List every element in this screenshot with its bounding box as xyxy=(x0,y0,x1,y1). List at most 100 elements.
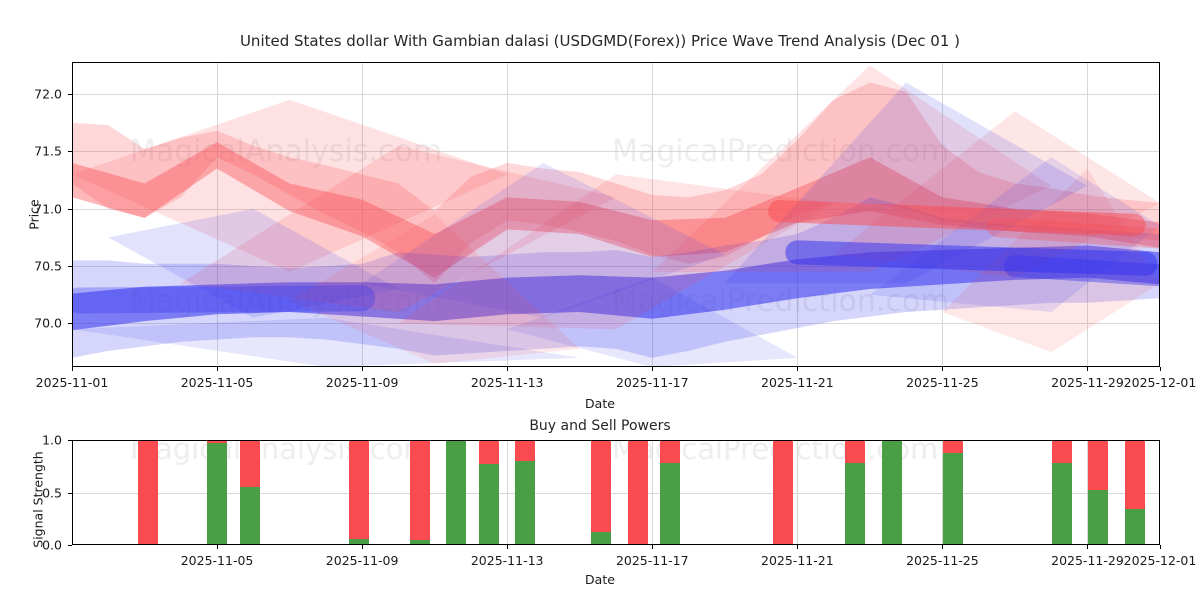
signal-gridline-v xyxy=(1087,440,1089,545)
buy-power-segment xyxy=(943,452,964,545)
signal-y-tick-label: 0.5 xyxy=(42,485,62,500)
price-y-tick-label: 70.0 xyxy=(34,315,62,331)
buy-power-segment xyxy=(591,532,612,545)
signal-bar[interactable] xyxy=(239,440,260,545)
wave-ribbon xyxy=(768,200,1146,236)
price-x-tick xyxy=(942,367,944,371)
price-y-tick-label: 71.5 xyxy=(34,143,62,159)
signal-bar[interactable] xyxy=(207,440,228,545)
signal-y-tick xyxy=(68,492,72,494)
signal-bar[interactable] xyxy=(410,440,431,545)
signal-y-tick xyxy=(68,440,72,441)
price-x-tick xyxy=(217,367,219,371)
sell-power-segment xyxy=(1088,440,1109,491)
signal-y-tick-label: 1.0 xyxy=(42,432,62,448)
sell-power-segment xyxy=(845,440,866,464)
signal-bar[interactable] xyxy=(1088,440,1109,545)
price-x-tick xyxy=(72,367,73,371)
price-x-tick-label: 2025-12-01 xyxy=(1123,375,1197,390)
signal-bar[interactable] xyxy=(845,440,866,545)
signal-chart-title: Buy and Sell Powers xyxy=(529,418,671,434)
sell-power-segment xyxy=(239,440,260,488)
price-x-tick xyxy=(1087,367,1089,371)
price-gridline-h xyxy=(72,94,1160,96)
buy-power-segment xyxy=(446,440,467,545)
signal-gridline-h xyxy=(72,492,1160,494)
price-x-tick xyxy=(362,367,364,371)
signal-x-tick-label: 2025-12-01 xyxy=(1123,553,1197,568)
price-y-tick xyxy=(68,323,72,325)
wave-wedge xyxy=(180,145,617,312)
price-x-tick-label: 2025-11-09 xyxy=(325,375,399,390)
price-y-tick-label: 71.0 xyxy=(34,201,62,217)
signal-x-tick-label: 2025-11-17 xyxy=(615,553,689,568)
price-y-tick-label: 72.0 xyxy=(34,86,62,102)
buy-power-segment xyxy=(1088,490,1109,545)
wave-wedge xyxy=(833,111,1160,278)
sell-power-segment xyxy=(627,440,648,545)
signal-bar[interactable] xyxy=(591,440,612,545)
price-x-tick-label: 2025-11-13 xyxy=(470,375,544,390)
sell-power-segment xyxy=(479,440,500,465)
buy-power-segment xyxy=(348,538,369,545)
signal-bar[interactable] xyxy=(943,440,964,545)
signal-bar[interactable] xyxy=(881,440,902,545)
price-x-tick xyxy=(797,367,799,371)
signal-bar[interactable] xyxy=(660,440,681,545)
price-wave-bands xyxy=(72,65,1160,367)
signal-x-tick-label: 2025-11-25 xyxy=(906,553,979,568)
signal-x-tick xyxy=(217,545,219,549)
signal-bars xyxy=(72,440,1160,545)
signal-x-tick xyxy=(1160,545,1161,549)
buy-power-segment xyxy=(410,539,431,545)
signal-x-tick xyxy=(652,545,654,549)
buy-sell-powers-chart: MagicalAnalysis.com MagicalPrediction.co… xyxy=(72,440,1160,545)
signal-bar[interactable] xyxy=(1052,440,1073,545)
signal-x-tick xyxy=(942,545,944,549)
signal-y-axis-label: Signal Strength xyxy=(30,451,46,548)
signal-x-tick xyxy=(362,545,364,549)
wave-wedge xyxy=(507,277,798,367)
signal-x-tick xyxy=(1087,545,1089,549)
wave-wedge xyxy=(398,174,834,330)
wave-wedge xyxy=(72,99,508,272)
signal-bar[interactable] xyxy=(138,440,159,545)
signal-x-axis-label: Date xyxy=(585,572,615,587)
sell-power-segment xyxy=(660,440,681,464)
price-x-tick-label: 2025-11-21 xyxy=(761,375,834,390)
signal-bar[interactable] xyxy=(772,440,793,545)
signal-plot-area: MagicalAnalysis.com MagicalPrediction.co… xyxy=(72,440,1160,545)
signal-gridline-v xyxy=(507,440,509,545)
wave-wedge xyxy=(72,317,580,367)
signal-bar[interactable] xyxy=(627,440,648,545)
signal-bar[interactable] xyxy=(348,440,369,545)
price-x-tick-label: 2025-11-29 xyxy=(1051,375,1124,390)
signal-bar[interactable] xyxy=(515,440,536,545)
buy-power-segment xyxy=(239,487,260,545)
signal-x-tick-label: 2025-11-09 xyxy=(325,553,399,568)
signal-gridline-v xyxy=(942,440,944,545)
price-y-tick-label: 70.5 xyxy=(34,258,62,274)
price-gridline-h xyxy=(72,323,1160,325)
price-x-tick-label: 2025-11-17 xyxy=(615,375,689,390)
signal-bar[interactable] xyxy=(1124,440,1145,545)
price-y-axis-label: Price xyxy=(26,199,42,230)
signal-x-tick-label: 2025-11-21 xyxy=(761,553,834,568)
signal-y-tick-label: 0.0 xyxy=(42,537,62,553)
price-wave-chart: MagicalAnalysis.com MagicalPrediction.co… xyxy=(72,62,1160,367)
wave-ribbon xyxy=(986,217,1160,249)
wave-wedge xyxy=(724,82,1088,284)
signal-x-tick xyxy=(507,545,509,549)
signal-bar[interactable] xyxy=(446,440,467,545)
wave-ribbon xyxy=(72,285,376,314)
signal-bar[interactable] xyxy=(479,440,500,545)
price-x-tick xyxy=(1160,367,1161,371)
buy-power-segment xyxy=(479,464,500,545)
price-gridline-v xyxy=(362,62,364,367)
signal-x-tick xyxy=(797,545,799,549)
price-gridline-v xyxy=(217,62,219,367)
wave-band xyxy=(72,82,1160,284)
buy-power-segment xyxy=(845,463,866,545)
wave-band xyxy=(72,142,1160,278)
wave-ribbon xyxy=(785,240,1158,276)
